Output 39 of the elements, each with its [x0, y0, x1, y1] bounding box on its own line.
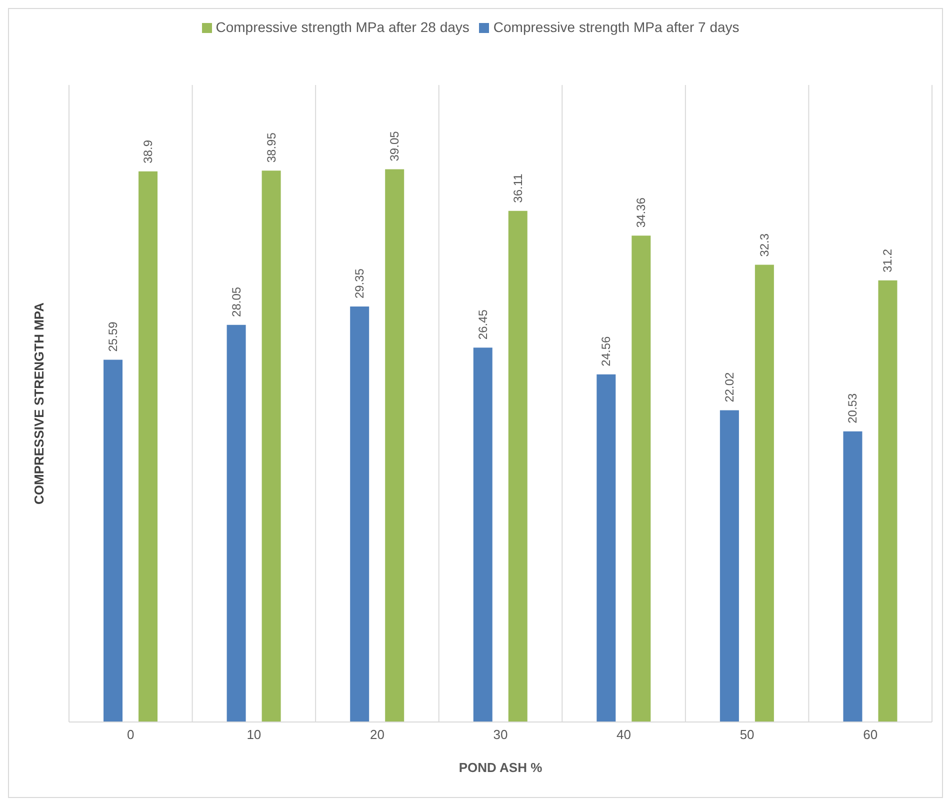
bar — [596, 374, 616, 722]
data-label: 38.9 — [141, 140, 156, 164]
x-tick-label: 10 — [246, 727, 262, 742]
legend-label: Compressive strength MPa after 7 days — [493, 19, 740, 35]
bar — [104, 360, 123, 722]
data-label: 20.53 — [846, 393, 860, 424]
bar — [754, 264, 774, 722]
x-tick-label: 40 — [616, 727, 632, 742]
bar — [350, 306, 370, 722]
data-label: 26.45 — [476, 309, 490, 340]
x-tick-label: 50 — [740, 727, 754, 742]
x-axis-title: POND ASH % — [458, 760, 543, 775]
x-tick-label: 60 — [863, 727, 878, 742]
data-label: 22.02 — [722, 372, 736, 402]
legend-label: Compressive strength MPa after 28 days — [216, 19, 470, 35]
data-label: 32.3 — [757, 233, 772, 257]
bar — [473, 348, 492, 722]
y-axis-title: COMPRESSIVE STRENGTH MPA — [32, 302, 47, 505]
bar — [226, 324, 246, 722]
bar — [262, 170, 281, 722]
data-label: 38.95 — [264, 132, 278, 163]
data-label: 34.36 — [634, 197, 648, 228]
data-label: 28.05 — [229, 286, 244, 317]
bar — [878, 280, 898, 722]
bar — [508, 210, 528, 722]
data-label: 24.56 — [599, 336, 614, 366]
data-label: 25.59 — [106, 321, 120, 352]
data-label: 29.35 — [352, 268, 367, 299]
bar — [843, 431, 862, 722]
x-tick-label: 30 — [493, 727, 508, 742]
x-tick-label: 0 — [127, 727, 134, 742]
bar — [632, 236, 651, 722]
data-label: 39.05 — [388, 130, 402, 162]
x-tick-label: 20 — [370, 727, 384, 742]
bar — [720, 410, 739, 722]
bar — [385, 169, 404, 722]
data-label: 31.2 — [880, 248, 895, 272]
data-label: 36.11 — [510, 173, 525, 203]
bar — [138, 171, 158, 722]
